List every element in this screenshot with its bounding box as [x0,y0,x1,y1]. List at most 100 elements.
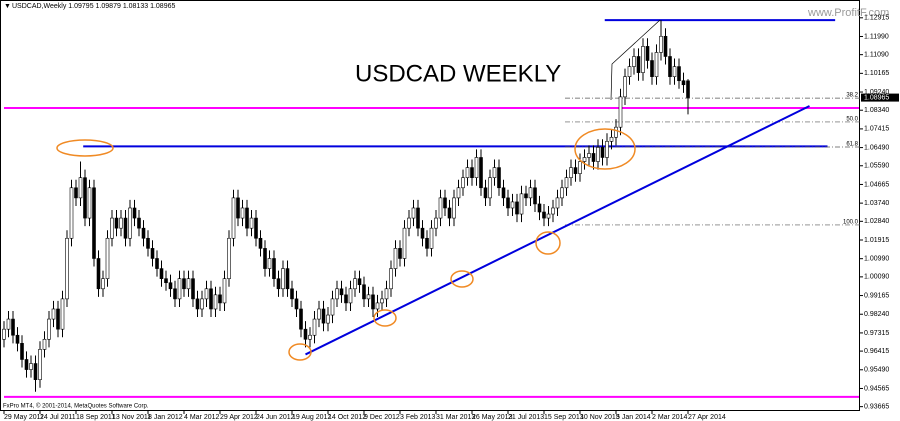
candle-body [533,187,537,205]
candle-body [344,294,348,304]
x-tick-label: 24 Jun 2012 [256,414,295,421]
candle-body [137,217,141,229]
candle-body [339,288,344,296]
y-tick-label: 0.94565 [864,385,889,392]
candle-body [362,284,366,300]
candle-body [456,187,461,199]
candle-body [681,80,686,86]
x-tick-label: 24 Jul 2011 [40,414,76,421]
candle-body [587,153,591,158]
y-tick-label: 1.05590 [864,163,889,170]
candle-body [164,278,168,284]
y-tick-label: 0.98240 [864,311,889,318]
y-tick-label: 1.03740 [864,200,889,207]
candle-body [42,338,47,350]
candle-body [627,66,632,77]
y-tick-label: 1.00090 [864,274,889,281]
candle-body [326,314,330,324]
candle-body [366,294,371,300]
candle-body [335,288,339,300]
y-tick-label: 1.07415 [864,126,889,133]
x-tick-label: 10 Nov 2013 [580,414,620,421]
chart-title: USDCAD WEEKLY [355,60,561,87]
candle-body [353,278,357,290]
candle-body [609,136,614,142]
candle-body [294,298,299,310]
candle-body [83,177,87,219]
candle-body [636,56,641,73]
x-tick-label: 31 Mar 2013 [436,414,475,421]
candle-body [150,248,155,259]
fibo-label: 100.0 [843,220,859,226]
candle-body [596,147,600,162]
candle-body [114,217,119,229]
candle-body [159,268,164,279]
x-tick-label: 8 Jan 2012 [148,414,183,421]
open: 1.09795 [68,3,93,10]
y-tick-label: 1.01915 [864,237,889,244]
candle-body [573,167,578,174]
candle-body [672,66,677,77]
candle-body [119,217,123,229]
candle-body [74,187,78,199]
copyright: FxPro MT4, © 2001-2014, MetaQuotes Softw… [3,403,149,410]
candle-body [371,294,375,310]
close: 1.08965 [150,3,175,10]
candle-body [398,248,402,259]
y-tick-label: 1.00990 [864,256,889,263]
candle-body [461,177,465,189]
y-tick-label: 1.06490 [864,144,889,151]
candle-body [497,167,501,189]
candle-body [128,207,132,239]
candle-body [402,227,407,259]
candle-body [177,278,182,300]
x-tick-label: 5 Jan 2014 [616,414,651,421]
candle-body [605,141,609,158]
y-tick-label: 1.02840 [864,218,889,225]
marks: 38.2 50.0 61.8 100.0 [2,19,860,398]
candle-body [38,349,42,380]
candle-body [231,197,236,239]
candle-body [537,203,542,213]
price-tag: 1.08965 [864,94,889,101]
x-tick-label: 3 Feb 2013 [400,414,436,421]
candle-body [524,193,528,199]
candle-body [492,167,497,178]
candle-body [78,177,83,199]
candle-body [348,288,353,304]
candle-body [677,66,681,82]
candle-body [470,167,474,178]
x-tick-label: 9 Dec 2012 [364,414,400,421]
x-tick-label: 21 Jul 2013 [508,414,544,421]
x-tick-label: 29 Apr 2012 [220,414,258,421]
fibo-label: 38.2 [846,93,858,99]
candle-body [132,207,137,219]
ellipse [56,139,114,157]
candle-body [69,187,74,239]
candle-body [15,334,20,344]
candle-body [285,268,290,290]
x-tick-label: 2 Mar 2014 [652,414,688,421]
candle-body [186,278,191,290]
y-tick-label: 0.93665 [864,403,889,410]
trendline [305,105,810,356]
y-tick-label: 1.10165 [864,70,889,77]
candle-body [87,187,92,219]
candle-body [380,298,384,304]
candle-body [663,35,668,57]
x-tick-label: 19 Aug 2012 [292,414,331,421]
candle-body [254,217,258,239]
candle-body [272,258,276,279]
y-tick-label: 1.11990 [864,33,889,40]
menu-arrow: ▼ [4,3,11,10]
candle-body [240,207,245,219]
symbol: USDCAD,Weekly [12,3,67,10]
candle-body [560,187,564,199]
candle-body [393,248,398,269]
candle-body [92,187,96,259]
candle-body [195,298,200,310]
candle-body [411,207,416,219]
ellipse [574,128,636,170]
candle-body [96,258,101,290]
